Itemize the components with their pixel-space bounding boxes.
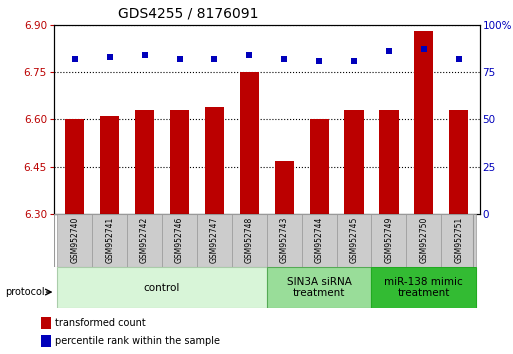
Text: GSM952746: GSM952746	[175, 216, 184, 263]
Text: GSM952742: GSM952742	[140, 217, 149, 263]
Bar	[344, 110, 364, 214]
Bar	[309, 120, 329, 214]
Text: miR-138 mimic
treatment: miR-138 mimic treatment	[384, 277, 463, 298]
Bar	[379, 110, 399, 214]
Bar	[274, 160, 294, 214]
Bar	[449, 110, 468, 214]
Bar	[127, 214, 162, 267]
Point	[106, 54, 114, 60]
Bar	[414, 31, 433, 214]
Point	[280, 56, 288, 62]
Point	[141, 52, 149, 58]
Bar	[100, 116, 120, 214]
Text: GSM952750: GSM952750	[419, 216, 428, 263]
Text: transformed count: transformed count	[55, 318, 146, 328]
Point	[245, 52, 253, 58]
Text: GSM952740: GSM952740	[70, 216, 80, 263]
Text: control: control	[144, 282, 180, 293]
Bar	[371, 214, 406, 267]
Bar	[302, 214, 337, 267]
Text: GSM952743: GSM952743	[280, 216, 289, 263]
Point	[315, 58, 323, 64]
Text: percentile rank within the sample: percentile rank within the sample	[55, 336, 220, 346]
Bar	[337, 214, 371, 267]
Point	[420, 47, 428, 52]
Text: GSM952741: GSM952741	[105, 217, 114, 263]
Text: GSM952749: GSM952749	[384, 216, 393, 263]
Bar	[406, 214, 441, 267]
Text: protocol: protocol	[5, 287, 45, 297]
Bar	[232, 214, 267, 267]
Text: GSM952745: GSM952745	[349, 216, 359, 263]
Point	[455, 56, 463, 62]
Point	[210, 56, 219, 62]
Bar	[57, 214, 92, 267]
Text: GSM952747: GSM952747	[210, 216, 219, 263]
Bar	[240, 72, 259, 214]
Text: GSM952744: GSM952744	[314, 216, 324, 263]
Bar	[267, 267, 371, 308]
Bar	[170, 110, 189, 214]
Bar	[41, 335, 51, 347]
Bar	[41, 317, 51, 329]
Bar	[197, 214, 232, 267]
Bar	[135, 110, 154, 214]
Bar	[205, 107, 224, 214]
Point	[350, 58, 358, 64]
Text: GDS4255 / 8176091: GDS4255 / 8176091	[117, 7, 258, 21]
Text: GSM952748: GSM952748	[245, 217, 254, 263]
Bar	[441, 214, 476, 267]
Bar	[267, 214, 302, 267]
Point	[175, 56, 184, 62]
Point	[385, 48, 393, 54]
Text: GSM952751: GSM952751	[454, 217, 463, 263]
Bar	[65, 120, 85, 214]
Bar	[57, 267, 267, 308]
Bar	[371, 267, 476, 308]
Text: SIN3A siRNA
treatment: SIN3A siRNA treatment	[287, 277, 351, 298]
Bar	[162, 214, 197, 267]
Point	[71, 56, 79, 62]
Bar	[92, 214, 127, 267]
